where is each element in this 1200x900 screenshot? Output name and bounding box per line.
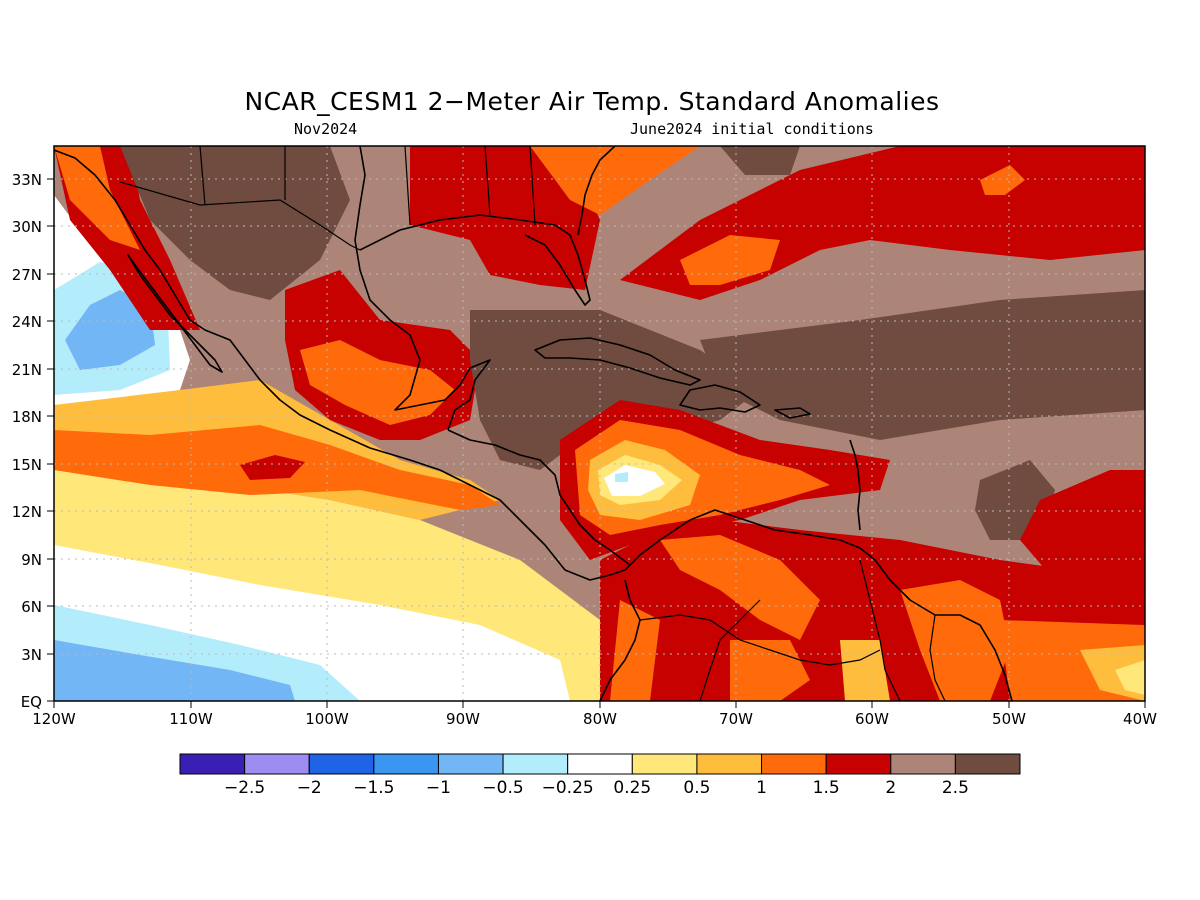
- colorbar-swatch: [244, 753, 310, 775]
- lat-label: 21N: [12, 361, 42, 379]
- colorbar-swatch: [696, 753, 763, 775]
- colorbar-label: 0.25: [613, 778, 651, 798]
- colorbar-swatch: [761, 753, 827, 775]
- lat-label: 18N: [12, 408, 42, 426]
- colorbar-swatch: [179, 753, 246, 775]
- colorbar-swatch: [631, 753, 698, 775]
- initial-conditions-label: June2024 initial conditions: [630, 120, 874, 138]
- colorbar: [179, 753, 1021, 775]
- lon-label: 70W: [719, 710, 753, 728]
- lon-label: 90W: [446, 710, 480, 728]
- lat-label: 3N: [21, 646, 42, 664]
- lat-label: 30N: [12, 218, 42, 236]
- colorbar-swatch: [954, 753, 1021, 775]
- lon-label: 40W: [1123, 710, 1157, 728]
- lon-label: 110W: [169, 710, 213, 728]
- lon-label: 100W: [305, 710, 349, 728]
- colorbar-swatch: [373, 753, 439, 775]
- colorbar-swatch: [502, 753, 569, 775]
- colorbar-label: 1.5: [813, 778, 840, 798]
- lat-label: 6N: [21, 598, 42, 616]
- map-gridlines: [54, 146, 1145, 701]
- lat-label: 15N: [12, 456, 42, 474]
- lon-label: 60W: [855, 710, 889, 728]
- lat-label: 27N: [12, 266, 42, 284]
- colorbar-swatch: [567, 753, 633, 775]
- colorbar-label: −0.5: [482, 778, 523, 798]
- lon-label: 50W: [992, 710, 1026, 728]
- lat-label: 12N: [12, 503, 42, 521]
- lon-label: 120W: [32, 710, 76, 728]
- colorbar-label: −2: [297, 778, 322, 798]
- colorbar-label: 1: [756, 778, 767, 798]
- colorbar-label: 0.5: [683, 778, 710, 798]
- chart-title: NCAR_CESM1 2−Meter Air Temp. Standard An…: [244, 87, 939, 116]
- axis-ticks: [47, 178, 1146, 708]
- colorbar-label: −2.5: [224, 778, 265, 798]
- colorbar-swatch: [890, 753, 956, 775]
- valid-month-label: Nov2024: [294, 120, 357, 138]
- lat-label: 24N: [12, 313, 42, 331]
- colorbar-label: −1: [426, 778, 451, 798]
- colorbar-swatch: [308, 753, 375, 775]
- lat-label: EQ: [21, 693, 42, 711]
- anomaly-field: [54, 146, 1145, 701]
- latitude-labels: EQ 3N 6N 9N 12N 15N 18N 21N 24N 27N 30N …: [12, 171, 42, 711]
- lat-label: 33N: [12, 171, 42, 189]
- coastlines: [54, 146, 1013, 701]
- colorbar-swatch: [437, 753, 504, 775]
- colorbar-label: −1.5: [353, 778, 394, 798]
- colorbar-label: −0.25: [542, 778, 594, 798]
- lon-label: 80W: [583, 710, 617, 728]
- lat-label: 9N: [21, 551, 42, 569]
- colorbar-label: 2: [885, 778, 896, 798]
- colorbar-labels: −2.5 −2 −1.5 −1 −0.5 −0.25 0.25 0.5 1 1.5 2 2.5: [224, 778, 969, 798]
- colorbar-swatch: [825, 753, 892, 775]
- colorbar-label: 2.5: [942, 778, 969, 798]
- longitude-labels: 120W 110W 100W 90W 80W 70W 60W 50W 40W: [32, 710, 1157, 728]
